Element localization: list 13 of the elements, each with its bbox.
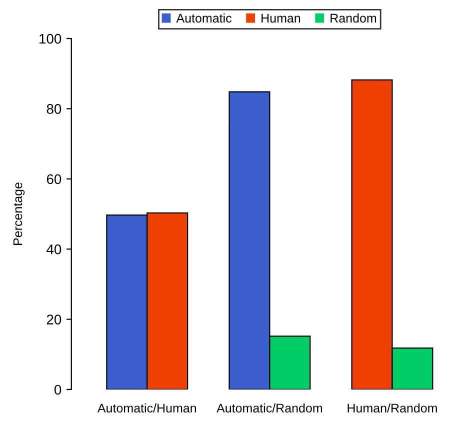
- y-tick-label: 80: [46, 104, 62, 114]
- legend-label: Human: [262, 14, 300, 23]
- x-tick-label: Automatic/Random: [216, 403, 322, 413]
- legend-label: Automatic: [176, 13, 232, 23]
- y-tick-label: 0: [54, 384, 62, 395]
- y-tick-label: 100: [40, 34, 62, 44]
- legend-label: Random: [330, 13, 376, 23]
- y-tick-label: 20: [46, 314, 62, 324]
- x-tick-label: Human/Random: [348, 403, 437, 413]
- y-axis-title: Percentage: [13, 182, 25, 245]
- y-tick-label: 60: [46, 174, 62, 184]
- x-tick-label: Automatic/Human: [97, 403, 196, 413]
- y-tick-label: 40: [46, 244, 62, 254]
